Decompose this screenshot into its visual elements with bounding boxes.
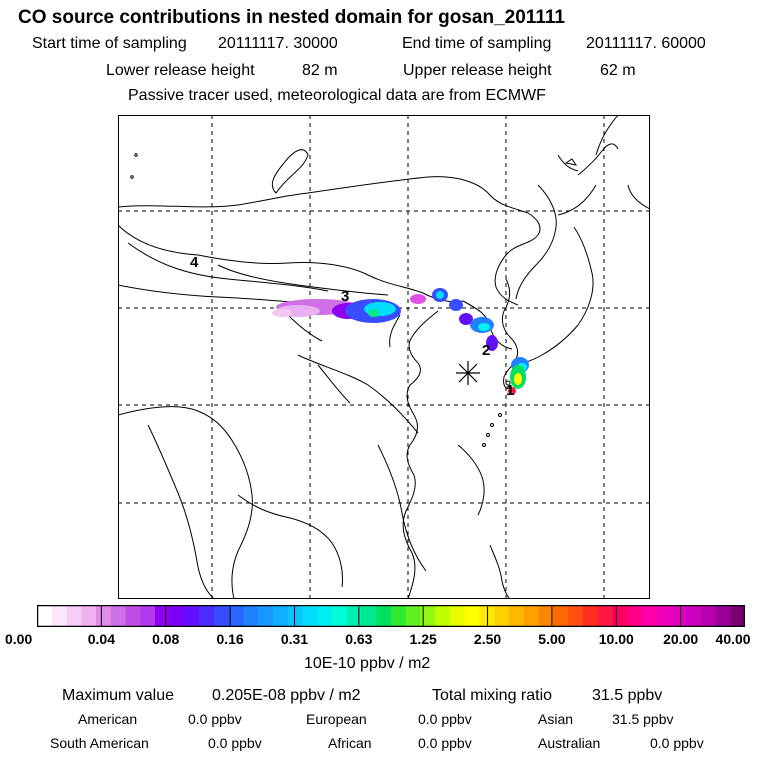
colorbar-cell — [37, 605, 53, 627]
region-label-2: 2 — [482, 342, 490, 359]
total-mixing-label: Total mixing ratio — [432, 687, 553, 704]
colorbar-cell — [51, 605, 67, 627]
total-mixing-value: 31.5 ppbv — [592, 687, 663, 704]
colorbar-cell — [553, 605, 569, 627]
upper-height-value: 62 m — [600, 62, 636, 79]
colorbar-tick-label: 0.31 — [280, 631, 309, 647]
colorbar-tick-label: 0.04 — [87, 631, 115, 647]
end-time-label: End time of sampling — [402, 35, 552, 52]
colorbar-cell — [228, 605, 244, 627]
region-value-african: 0.0 ppbv — [418, 735, 472, 751]
colorbar-cell — [420, 605, 436, 627]
colorbar — [37, 605, 745, 627]
colorbar-unit: 10E-10 ppbv / m2 — [304, 655, 431, 672]
map-frame — [118, 115, 650, 599]
colorbar-cell — [627, 605, 643, 627]
colorbar-cell — [641, 605, 657, 627]
colorbar-cell — [125, 605, 141, 627]
colorbar-tick-label: 0.00 — [5, 631, 33, 647]
colorbar-cell — [81, 605, 97, 627]
region-value-asian: 31.5 ppbv — [612, 711, 674, 727]
colorbar-cell — [464, 605, 480, 627]
asterisk-icon — [456, 361, 480, 385]
start-time-value: 20111117. 30000 — [218, 35, 338, 52]
colorbar-cell — [184, 605, 200, 627]
colorbar-cell — [346, 605, 362, 627]
colorbar-cell — [243, 605, 259, 627]
colorbar-tick-label: 5.00 — [538, 631, 566, 647]
colorbar-cell — [479, 605, 495, 627]
region-label-1: 1 — [506, 382, 514, 399]
region-name-asian: Asian — [538, 711, 574, 727]
colorbar-cell — [450, 605, 466, 627]
region-label-4: 4 — [190, 254, 199, 271]
colorbar-cell — [509, 605, 525, 627]
colorbar-cell — [656, 605, 672, 627]
region-name-american: American — [78, 711, 138, 727]
region-name-european: European — [306, 711, 367, 727]
colorbar-cell — [96, 605, 112, 627]
region-value-south-american: 0.0 ppbv — [208, 735, 262, 751]
colorbar-cell — [523, 605, 539, 627]
tracer-plume — [272, 288, 529, 395]
colorbar-cell — [494, 605, 510, 627]
upper-height-label: Upper release height — [403, 62, 552, 79]
colorbar-cell — [376, 605, 392, 627]
max-value-label: Maximum value — [62, 687, 175, 704]
lat-lon-grid — [118, 115, 650, 599]
colorbar-tick-label: 2.50 — [473, 631, 502, 647]
colorbar-cell — [199, 605, 215, 627]
colorbar-tick-label: 10.00 — [598, 631, 634, 647]
colorbar-cell — [66, 605, 82, 627]
colorbar-cell — [435, 605, 451, 627]
colorbar-cell — [568, 605, 584, 627]
region-value-american: 0.0 ppbv — [188, 711, 242, 727]
coastlines — [118, 115, 650, 599]
colorbar-cell — [214, 605, 230, 627]
colorbar-tick-label: 0.16 — [216, 631, 244, 647]
colorbar-tick-label: 0.08 — [152, 631, 180, 647]
region-name-australian: Australian — [538, 735, 601, 751]
tracer-note: Passive tracer used, meteorological data… — [128, 87, 546, 104]
colorbar-cell — [302, 605, 318, 627]
colorbar-cell — [582, 605, 598, 627]
colorbar-cell — [332, 605, 348, 627]
colorbar-cell — [391, 605, 407, 627]
region-name-south-american: South American — [50, 735, 149, 751]
colorbar-cell — [140, 605, 156, 627]
colorbar-tick-label: 20.00 — [663, 631, 699, 647]
colorbar-cell — [155, 605, 171, 627]
max-value: 0.205E-08 ppbv / m2 — [212, 687, 361, 704]
colorbar-cell — [361, 605, 377, 627]
colorbar-cell — [317, 605, 333, 627]
figure-title: CO source contributions in nested domain… — [18, 7, 565, 28]
colorbar-cell — [671, 605, 687, 627]
colorbar-cell — [273, 605, 289, 627]
region-label-3: 3 — [341, 288, 349, 305]
colorbar-tick-label: 40.00 — [715, 631, 751, 647]
region-value-european: 0.0 ppbv — [418, 711, 472, 727]
colorbar-cell — [258, 605, 274, 627]
colorbar-cell — [700, 605, 716, 627]
start-time-label: Start time of sampling — [32, 35, 187, 52]
colorbar-cell — [597, 605, 613, 627]
lower-height-label: Lower release height — [106, 62, 255, 79]
end-time-value: 20111117. 60000 — [586, 35, 706, 52]
colorbar-cell — [612, 605, 628, 627]
colorbar-cell — [169, 605, 185, 627]
colorbar-cell — [730, 605, 745, 627]
colorbar-tick-label: 0.63 — [345, 631, 373, 647]
map-panel: 4 3 2 1 — [118, 115, 650, 599]
lower-height-value: 82 m — [302, 62, 338, 79]
colorbar-cell — [110, 605, 126, 627]
colorbar-cell — [287, 605, 303, 627]
colorbar-tick-label: 1.25 — [409, 631, 437, 647]
region-value-australian: 0.0 ppbv — [650, 735, 704, 751]
colorbar-cell — [405, 605, 421, 627]
region-name-african: African — [328, 735, 372, 751]
colorbar-cell — [538, 605, 554, 627]
islands — [130, 153, 578, 447]
colorbar-cell — [686, 605, 702, 627]
colorbar-cell — [715, 605, 731, 627]
